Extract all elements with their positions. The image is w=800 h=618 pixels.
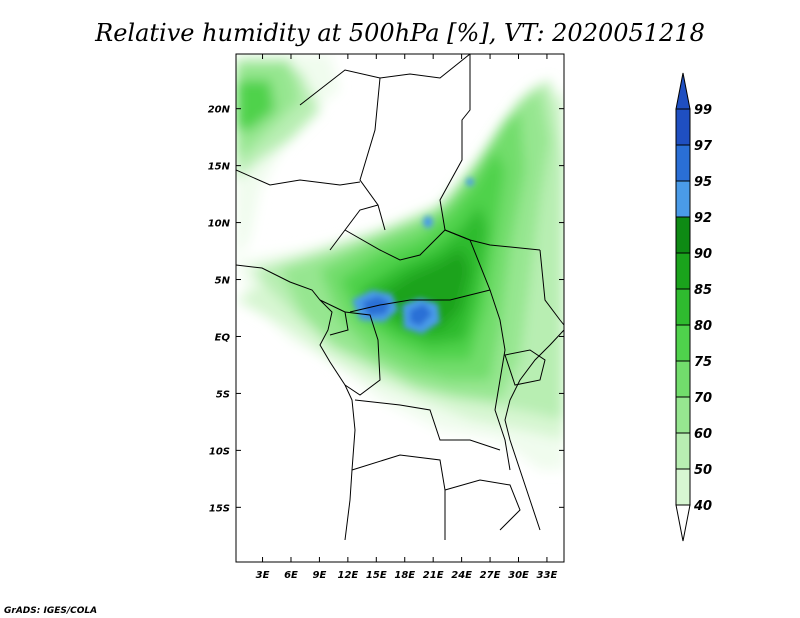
colorbar-cap-bottom <box>675 504 691 542</box>
coastline-east <box>504 329 564 531</box>
border-car <box>344 229 491 313</box>
colorbar-swatch <box>675 360 691 398</box>
colorbar-swatch <box>675 468 691 506</box>
y-tick-label: 20N <box>208 105 231 116</box>
x-tick-label: 3E <box>256 570 270 581</box>
map-plot-area <box>236 54 564 562</box>
y-tick-label: 5N <box>215 276 231 287</box>
y-tick-label: EQ <box>215 332 231 343</box>
border-kenya <box>539 249 564 326</box>
colorbar-label: 40 <box>693 499 712 514</box>
border-lake-victoria <box>504 349 546 386</box>
x-tick-label: 21E <box>423 570 444 581</box>
border-zambia <box>444 479 521 531</box>
humidity-field <box>236 54 564 470</box>
colorbar-label: 95 <box>694 175 712 190</box>
y-tick-label: 15S <box>209 503 230 514</box>
x-tick-label: 6E <box>284 570 298 581</box>
colorbar-cap-top <box>675 72 691 110</box>
x-tick-label: 9E <box>313 570 327 581</box>
map-frame <box>235 53 565 563</box>
coastline-west <box>236 264 356 541</box>
colorbar-label: 97 <box>694 139 713 154</box>
border-libya-chad <box>299 54 471 106</box>
x-tick-label: 24E <box>451 570 472 581</box>
x-tick-label: 30E <box>508 570 529 581</box>
colorbar-swatch <box>675 396 691 434</box>
colorbar-label: 99 <box>694 103 712 118</box>
x-tick-label: 18E <box>394 570 415 581</box>
y-tick-label: 10S <box>209 446 230 457</box>
colorbar-swatch <box>675 288 691 326</box>
border-sudan-east <box>439 54 541 251</box>
colorbar: 99 97 95 92 90 85 80 75 70 60 50 40 <box>675 72 713 542</box>
colorbar-swatch <box>675 252 691 290</box>
colorbar-swatch <box>675 324 691 362</box>
colorbar-swatch <box>675 144 691 182</box>
border-gabon <box>319 299 349 336</box>
x-tick-label: 12E <box>337 570 358 581</box>
border-chad-sudan <box>359 77 386 231</box>
colorbar-label: 80 <box>694 319 712 334</box>
colorbar-label: 75 <box>694 355 712 370</box>
humidity-contour-95-north <box>423 216 433 228</box>
humidity-field-saturated <box>352 178 474 334</box>
colorbar-swatch <box>675 180 691 218</box>
border-drc-east <box>489 289 511 471</box>
y-tick-label: 5S <box>216 389 230 400</box>
border-angola <box>351 454 446 540</box>
y-tick-label: 15N <box>208 162 231 173</box>
colorbar-label: 60 <box>694 427 712 442</box>
x-tick-label: 27E <box>480 570 501 581</box>
border-nigeria-cameroon <box>329 204 379 251</box>
colorbar-swatch <box>675 216 691 254</box>
x-tick-label: 33E <box>537 570 558 581</box>
colorbar-label: 92 <box>694 211 712 226</box>
x-axis: 3E 6E 9E 12E 15E 18E 21E 24E 27E 30E 33E <box>256 54 558 581</box>
colorbar-label: 50 <box>694 463 712 478</box>
y-tick-label: 10N <box>208 219 231 230</box>
country-borders <box>236 54 564 541</box>
border-niger-nigeria <box>236 169 361 186</box>
colorbar-swatch <box>675 108 691 146</box>
x-tick-label: 15E <box>366 570 387 581</box>
humidity-contour-97 <box>362 296 432 326</box>
colorbar-label: 90 <box>694 247 712 262</box>
colorbar-label: 85 <box>694 283 712 298</box>
colorbar-label: 70 <box>694 391 712 406</box>
colorbar-swatch <box>675 432 691 470</box>
chart-title: Relative humidity at 500hPa [%], VT: 202… <box>94 19 705 47</box>
y-axis: 20N 15N 10N 5N EQ 5S 10S 15S <box>208 105 564 514</box>
border-congo <box>344 311 381 396</box>
grads-credit: GrADS: IGES/COLA <box>4 606 97 616</box>
humidity-contour-95-northeast <box>466 178 474 186</box>
border-drc-south <box>354 399 501 451</box>
